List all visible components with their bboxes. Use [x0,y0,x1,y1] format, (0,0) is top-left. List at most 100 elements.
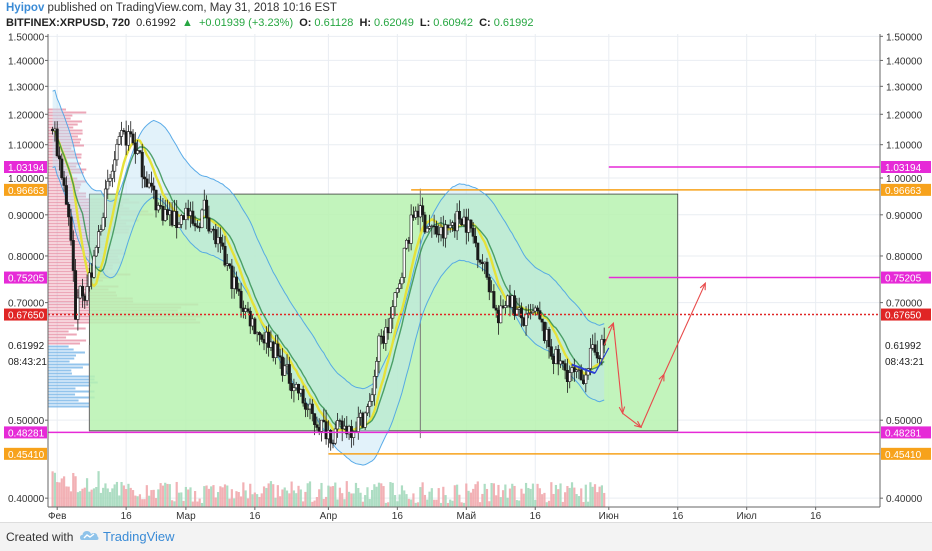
volume-bar [536,483,539,507]
profile-bar [48,111,87,114]
price-label-box-left [4,339,47,352]
candle-body [372,376,376,396]
volume-bar [272,484,275,507]
y-tick-label-left: 0.80000 [8,252,45,263]
candle-body [329,430,333,444]
volume-bar [269,481,273,507]
candle-body [221,242,225,247]
tradingview-brand[interactable]: TradingView [103,529,175,544]
volume-bar [439,502,443,507]
candle-body [478,259,482,263]
x-tick-label: 16 [249,511,261,522]
candle-body [384,327,388,344]
volume-bar [246,498,250,507]
price-label-box-left [4,308,47,321]
volume-bar [145,485,148,507]
volume-bar [285,490,289,507]
volume-bar [460,502,463,507]
candle-body [377,335,381,362]
volume-bar [547,500,551,507]
symbol-name[interactable]: BITFINEX:XRPUSD, 720 [6,17,131,29]
profile-bar [48,129,83,132]
candle-body [200,209,204,228]
volume-bar [329,486,332,507]
candle-body [115,143,119,161]
candle-body [117,136,121,145]
candle-body [425,228,429,233]
candle-body [356,417,360,432]
volume-bar [267,483,270,507]
volume-bar [295,493,298,507]
volume-bar [361,501,364,507]
price-label-box-right [881,426,931,439]
volume-bar [258,496,261,507]
volume-bar [577,496,581,507]
profile-bar [48,372,72,375]
candle-body [290,383,294,392]
volume-bar [118,495,121,507]
candle-body [400,277,404,285]
candle-body [205,199,209,218]
profile-bar [48,360,70,363]
volume-bar [141,499,144,507]
price-label-right: 0.61992 [885,341,922,352]
candle-body [333,428,337,444]
candle-body [540,318,544,323]
price-label-left: 0.67650 [8,311,45,322]
candle-body [395,288,399,294]
profile-bar [48,396,95,399]
volume-bar [136,496,139,507]
close-value: 0.61992 [493,17,534,29]
volume-bar [352,493,355,507]
candle-body [391,306,395,319]
profile-bar [48,114,73,117]
low-value: 0.60942 [433,17,474,29]
volume-bar [501,490,505,507]
x-tick-label: Фев [48,511,66,522]
candle-body [513,295,517,316]
volume-bar [587,501,590,507]
candle-body [428,226,432,229]
candle-body [287,364,291,384]
volume-bar [465,483,468,507]
last-price: 0.61992 [136,17,176,29]
volume-bar [410,499,413,507]
profile-bar [48,402,91,405]
candle-body [584,374,588,384]
axes: 1.50000 1.50000 1.40000 1.40000 1.30000 1.300… [4,32,931,522]
volume-bar [260,493,263,507]
candle-body [97,231,101,248]
volume-bar [318,489,321,507]
volume-bar [191,501,194,507]
candle-body [278,355,282,358]
volume-bar [313,500,316,507]
candle-body [306,408,310,411]
price-label-box-left [4,426,47,439]
volume-bar [483,483,486,507]
volume-bar [568,487,571,507]
y-tick-label-right: 1.20000 [886,110,923,121]
volume-bar [168,484,171,507]
profile-bar [48,207,130,210]
candle-body [122,130,126,132]
volume-bar [449,499,452,507]
volume-bar [58,482,61,507]
volume-bar [207,488,210,507]
volume-bar [189,487,192,507]
candle-body [529,312,533,314]
profile-bar [48,384,91,387]
volume-bar [380,483,383,507]
tradingview-cloud-icon[interactable] [79,529,99,543]
profile-bar [48,369,72,372]
candle-body [549,346,553,357]
candle-body [375,361,379,377]
author-link[interactable]: Hyipov [6,2,45,14]
candle-body [487,277,491,293]
volume-bar [336,499,339,507]
volume-bar [407,498,410,507]
candle-body [113,159,117,172]
volume-bar [435,499,438,507]
candle-body [405,239,409,249]
created-with-text: Created with [6,530,74,544]
